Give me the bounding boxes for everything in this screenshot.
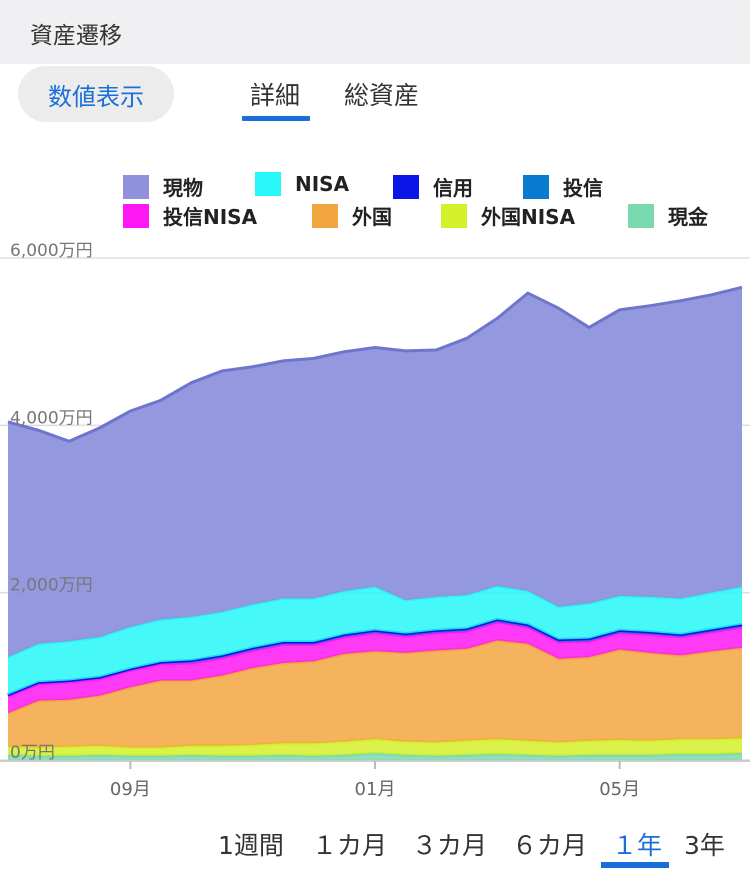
legend-label: 現金 (668, 205, 708, 229)
legend-item: 信用 (393, 172, 473, 201)
legend-swatch (441, 203, 467, 228)
active-range-indicator (601, 862, 669, 868)
x-tick-label: 05月 (599, 779, 640, 800)
legend-item: NISA (255, 172, 349, 196)
legend-label: 投信 (563, 176, 603, 200)
stacked-area-chart: 0万円 2,000万円 4,000万円 6,000万円 09月 01月 05月 (0, 241, 750, 800)
x-tick-label: 01月 (355, 779, 396, 800)
legend-label: 外国 (352, 205, 392, 229)
legend-item: 外国NISA (441, 201, 575, 230)
legend-item: 投信 (523, 172, 603, 201)
legend-item: 投信NISA (123, 201, 257, 230)
y-tick-label: 4,000万円 (10, 408, 93, 428)
legend-label: 投信NISA (163, 205, 258, 229)
range-1-month[interactable]: １カ月 (312, 831, 388, 860)
tab-detail[interactable]: 詳細 (250, 81, 301, 110)
header-title: 資産遷移 (30, 23, 122, 49)
legend-item: 外国 (312, 201, 392, 230)
range-1-week[interactable]: 1週間 (218, 831, 284, 860)
legend-swatch (123, 174, 149, 199)
legend-label: 信用 (433, 176, 473, 200)
range-6-months[interactable]: ６カ月 (512, 831, 588, 860)
legend-item: 現金 (628, 201, 708, 230)
legend-swatch (393, 174, 419, 199)
range-3-months[interactable]: ３カ月 (412, 831, 488, 860)
legend-swatch (523, 174, 549, 199)
y-tick-label: 0万円 (10, 743, 55, 763)
area-series (8, 640, 742, 748)
range-3-years[interactable]: 3年 (684, 831, 725, 860)
tab-total-assets[interactable]: 総資産 (344, 81, 420, 110)
x-tick-label: 09月 (110, 779, 151, 800)
range-1-year[interactable]: １年 (612, 831, 663, 860)
legend-swatch (628, 203, 654, 228)
series-line (7, 285, 743, 443)
active-tab-indicator (242, 116, 310, 121)
legend-swatch (312, 203, 338, 228)
series-line (7, 620, 743, 698)
legend-label: NISA (295, 172, 350, 196)
y-tick-label: 6,000万円 (10, 241, 93, 261)
legend-item: 現物 (123, 172, 203, 201)
legend-label: 外国NISA (481, 205, 576, 229)
area-series (8, 585, 742, 695)
legend-swatch (255, 172, 281, 196)
value-display-toggle[interactable]: 数値表示 (18, 66, 174, 122)
area-series (8, 287, 742, 658)
area-series (8, 621, 742, 714)
legend-swatch (123, 203, 149, 228)
y-tick-label: 2,000万円 (10, 576, 93, 596)
legend-label: 現物 (163, 176, 203, 200)
header-bar: 資産遷移 (0, 0, 750, 64)
